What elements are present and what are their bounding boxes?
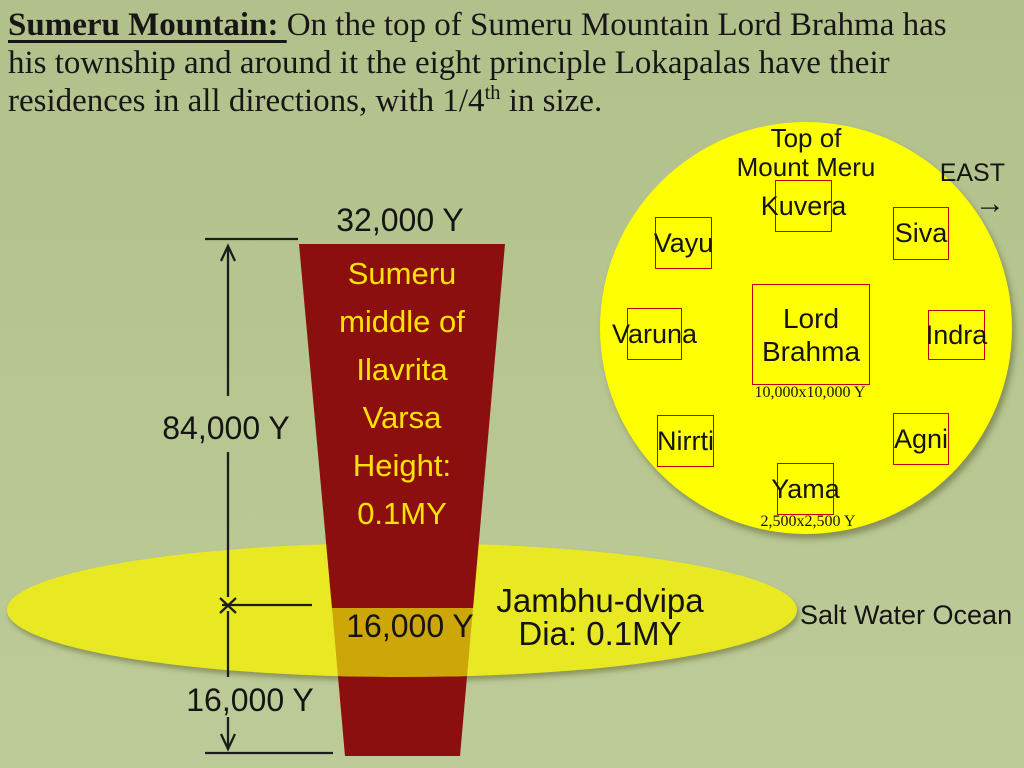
top-width-label: 32,000 Y (336, 202, 464, 238)
deity-box-agni: Agni (893, 413, 949, 465)
ocean-label: Salt Water Ocean (800, 600, 1013, 630)
island-label: Jambhu-dvipa Dia: 0.1MY (496, 582, 704, 652)
deity-label-varuna: Varuna (611, 318, 698, 349)
deity-box-lord-brahma: Lord Brahma (752, 284, 870, 385)
deity-label-vayu: Vayu (653, 227, 714, 258)
base-width-label: 16,000 Y (346, 608, 474, 644)
up-arrowhead-icon (219, 243, 237, 262)
meru-circle-title: Top of Mount Meru (736, 123, 876, 182)
deity-label-siva: Siva (894, 218, 948, 248)
east-label: EAST (939, 159, 1005, 187)
east-compass: EAST → (935, 159, 1005, 220)
deity-label-nirrti: Nirrti (657, 425, 714, 456)
mountain-label: Sumeru middle of Ilavrita Varsa Height: … (339, 256, 465, 531)
east-arrow-icon: → (975, 187, 1005, 220)
deity-label-brahma-line2: Brahma (761, 335, 861, 367)
deity-label-kuvera: Kuvera (760, 190, 847, 221)
deity-label-yama: Yama (771, 473, 840, 504)
deity-label-agni: Agni (893, 423, 949, 454)
deity-box-kuvera: Kuvera (761, 180, 846, 232)
height-label: 84,000 Y (162, 410, 290, 446)
title-heading: Sumeru Mountain: (8, 7, 287, 43)
mountain-base-shape (332, 608, 473, 756)
meru-top-circle: Top of Mount Meru Kuvera Vayu Siva Varun… (600, 122, 1012, 534)
ocean-depth-label: 16,000 Y (186, 682, 314, 718)
deity-box-siva: Siva (893, 207, 949, 260)
deity-box-nirrti: Nirrti (657, 415, 714, 467)
yama-size-label: 2,500x2,500 Y (760, 513, 856, 530)
down-arrowhead-icon (219, 733, 237, 752)
deity-label-indra: Indra (925, 319, 988, 350)
title-line-3: residences in all directions, with 1/4th… (8, 82, 603, 119)
island-mountain-overlap (332, 608, 473, 677)
superscript-th: th (484, 82, 501, 104)
deity-box-yama: Yama (771, 463, 840, 515)
title-line-2: his township and around it the eight pri… (8, 45, 890, 81)
title-line-1: Sumeru Mountain: On the top of Sumeru Mo… (8, 7, 947, 43)
deity-label-brahma-line1: Lord (782, 302, 840, 334)
brahma-size-label: 10,000x10,000 Y (754, 384, 866, 401)
deity-box-indra: Indra (925, 310, 988, 360)
page-title: Sumeru Mountain: On the top of Sumeru Mo… (8, 6, 1020, 120)
mountain-shape: Sumeru middle of Ilavrita Varsa Height: … (299, 244, 505, 608)
deity-box-vayu: Vayu (653, 217, 714, 269)
deity-box-varuna: Varuna (612, 308, 697, 360)
